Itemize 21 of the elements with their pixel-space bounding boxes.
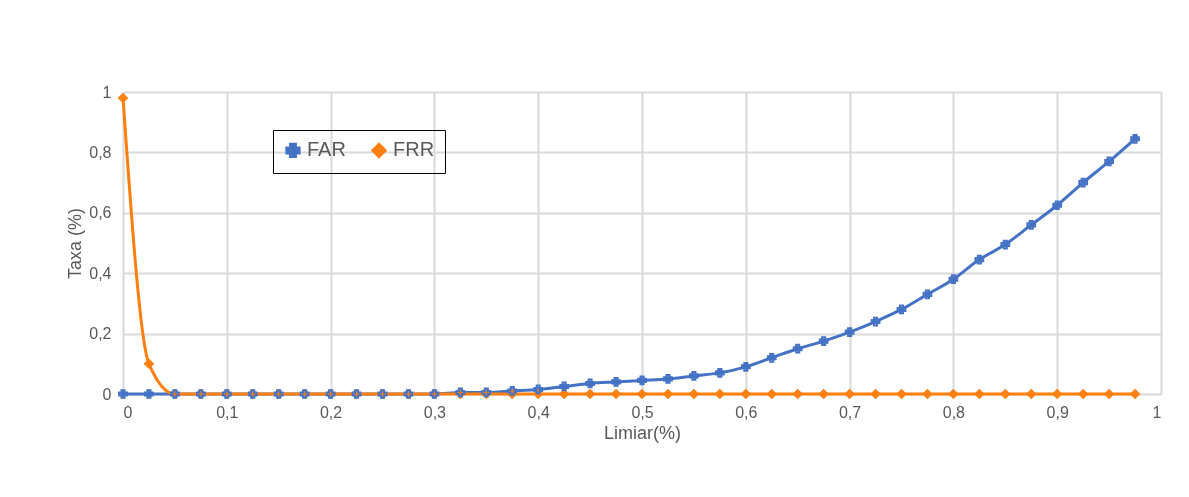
y-tick-label: 0,8 (89, 143, 112, 161)
x-tick-label: 0,8 (942, 403, 966, 421)
y-tick-label: 0,6 (89, 204, 112, 222)
y-axis-title: Taxa (%) (65, 207, 86, 280)
x-tick-label: 0,4 (527, 403, 550, 421)
y-tick-label: 0,4 (89, 264, 112, 282)
x-tick-label: 0,6 (735, 403, 758, 421)
y-tick-label: 0 (102, 385, 112, 403)
x-tick-label: 0,5 (631, 403, 654, 421)
legend-label: FRR (393, 138, 435, 161)
x-axis-title: Limiar(%) (603, 422, 682, 443)
x-tick-label: 0 (123, 403, 133, 421)
x-tick-label: 0,3 (423, 403, 447, 421)
x-tick-label: 0,7 (838, 403, 862, 421)
x-tick-label: 0,2 (319, 403, 343, 421)
x-tick-label: 1 (1152, 403, 1162, 421)
x-tick-label: 0,9 (1046, 403, 1069, 421)
y-tick-label: 1 (102, 83, 112, 101)
x-tick-label: 0,1 (216, 403, 239, 421)
y-tick-label: 0,2 (89, 325, 112, 343)
legend-label: FAR (307, 138, 346, 161)
